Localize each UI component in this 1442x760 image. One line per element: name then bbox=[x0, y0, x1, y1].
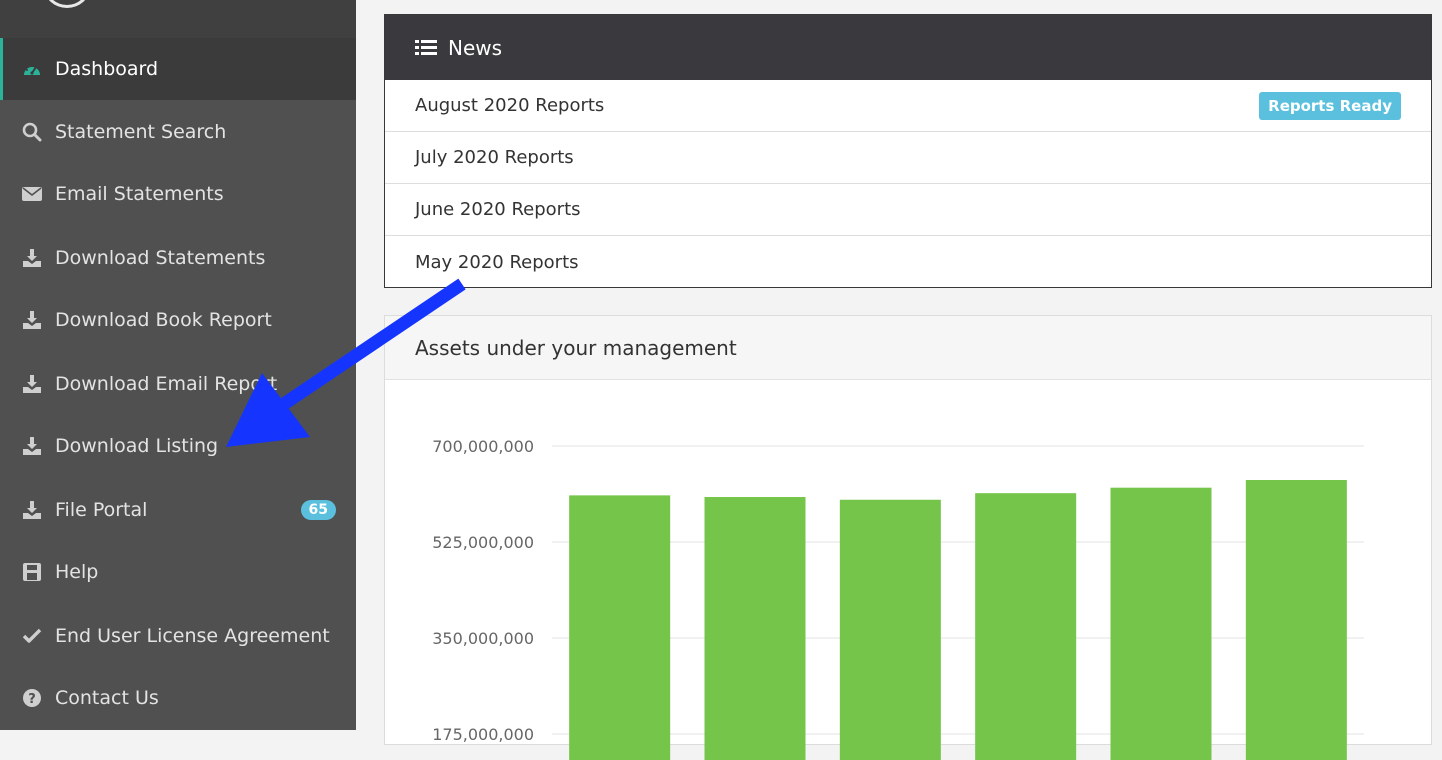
save-icon bbox=[22, 562, 42, 582]
svg-text:?: ? bbox=[28, 692, 36, 707]
sidebar-item-email-statements[interactable]: Email Statements bbox=[0, 163, 356, 225]
sidebar-item-dashboard[interactable]: Dashboard bbox=[0, 38, 356, 100]
sidebar-item-statement-search[interactable]: Statement Search bbox=[0, 101, 356, 163]
sidebar-item-help[interactable]: Help bbox=[0, 541, 356, 603]
search-icon bbox=[22, 122, 42, 142]
chart-bar[interactable] bbox=[569, 495, 671, 760]
news-item-label: August 2020 Reports bbox=[415, 95, 605, 116]
file-portal-count-badge: 65 bbox=[300, 500, 336, 520]
news-item[interactable]: August 2020 Reports Reports Ready bbox=[385, 80, 1431, 132]
chart-bar[interactable] bbox=[1245, 480, 1347, 760]
sidebar: Dashboard Statement Search Email Stateme… bbox=[0, 0, 356, 730]
chart-y-tick-label: 350,000,000 bbox=[432, 629, 534, 648]
list-icon bbox=[415, 39, 437, 56]
sidebar-item-label: Download Book Report bbox=[55, 309, 272, 331]
news-panel: News August 2020 Reports Reports Ready J… bbox=[384, 14, 1432, 288]
chart-y-tick-label: 700,000,000 bbox=[432, 437, 534, 456]
news-item-label: July 2020 Reports bbox=[415, 147, 574, 168]
sidebar-item-label: Email Statements bbox=[55, 183, 224, 205]
sidebar-item-label: Download Statements bbox=[55, 247, 266, 269]
sidebar-item-download-book-report[interactable]: Download Book Report bbox=[0, 289, 356, 351]
reports-ready-badge: Reports Ready bbox=[1259, 92, 1401, 120]
sidebar-item-contact-us[interactable]: ? Contact Us bbox=[0, 667, 356, 729]
sidebar-item-download-statements[interactable]: Download Statements bbox=[0, 227, 356, 289]
chart-y-tick-label: 175,000,000 bbox=[432, 725, 534, 744]
assets-panel-header: Assets under your management bbox=[385, 316, 1431, 380]
sidebar-item-file-portal[interactable]: File Portal 65 bbox=[0, 479, 356, 541]
sidebar-item-label: Help bbox=[55, 561, 99, 583]
download-icon bbox=[22, 436, 42, 456]
chart-bar[interactable] bbox=[975, 493, 1077, 760]
chart-bar[interactable] bbox=[839, 499, 941, 760]
news-item[interactable]: July 2020 Reports bbox=[385, 132, 1431, 184]
sidebar-item-label: Download Listing bbox=[55, 435, 219, 457]
news-item[interactable]: June 2020 Reports bbox=[385, 184, 1431, 236]
download-icon bbox=[22, 500, 42, 520]
sidebar-item-label: Statement Search bbox=[55, 121, 227, 143]
dashboard-icon bbox=[22, 59, 42, 79]
check-icon bbox=[22, 626, 42, 646]
sidebar-item-eula[interactable]: End User License Agreement bbox=[0, 605, 356, 667]
news-item[interactable]: May 2020 Reports bbox=[385, 236, 1431, 288]
assets-panel: Assets under your management 700,000,000… bbox=[384, 315, 1432, 760]
chart-bar[interactable] bbox=[1110, 487, 1212, 760]
chart-bar[interactable] bbox=[704, 497, 806, 760]
assets-bar-chart: 700,000,000 525,000,000 350,000,000 175,000… bbox=[432, 437, 1364, 760]
news-panel-title: News bbox=[448, 35, 503, 60]
envelope-icon bbox=[22, 184, 42, 204]
news-item-label: May 2020 Reports bbox=[415, 251, 579, 273]
sidebar-item-download-email-report[interactable]: Download Email Report bbox=[0, 353, 356, 415]
sidebar-item-label: Dashboard bbox=[55, 58, 159, 80]
news-item-label: June 2020 Reports bbox=[415, 199, 581, 220]
sidebar-item-label: File Portal bbox=[55, 499, 148, 521]
news-panel-header: News bbox=[385, 15, 1431, 80]
sidebar-top-strip bbox=[0, 0, 356, 38]
chart-y-tick-label: 525,000,000 bbox=[432, 533, 534, 552]
sidebar-item-label: Contact Us bbox=[55, 687, 159, 709]
download-icon bbox=[22, 374, 42, 394]
sidebar-item-label: End User License Agreement bbox=[55, 625, 330, 647]
download-icon bbox=[22, 248, 42, 268]
download-icon bbox=[22, 310, 42, 330]
question-circle-icon: ? bbox=[22, 688, 42, 708]
sidebar-item-download-listing[interactable]: Download Listing bbox=[0, 415, 356, 477]
sidebar-item-label: Download Email Report bbox=[55, 373, 278, 395]
assets-panel-title: Assets under your management bbox=[415, 335, 737, 360]
logo bbox=[44, 0, 90, 8]
